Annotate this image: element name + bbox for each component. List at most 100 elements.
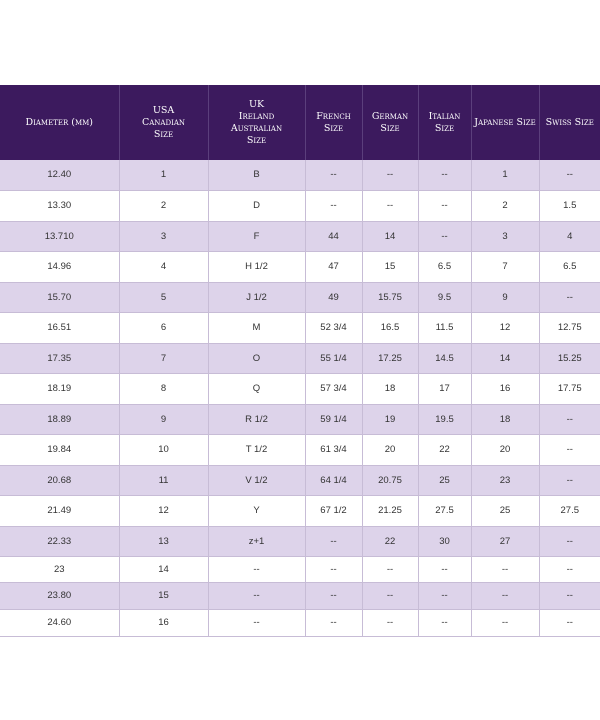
cell-swiss: -- (539, 282, 600, 313)
cell-japanese: 18 (471, 404, 540, 435)
size-table: Diameter (mm) USA Canadian Size UK Ireland A… (0, 85, 600, 637)
cell-french: 61 3/4 (305, 434, 363, 466)
cell-german: 22 (362, 526, 419, 557)
cell-german: -- (362, 160, 419, 191)
cell-japanese: 12 (471, 312, 540, 344)
header-french: French Size (305, 85, 363, 160)
cell-diameter: 20.68 (0, 465, 120, 496)
cell-french: -- (305, 556, 363, 583)
table-row: 20.68 11 V 1/2 64 1/4 20.75 25 23 -- (0, 465, 600, 496)
cell-german: 17.25 (362, 343, 419, 374)
cell-swiss: 1.5 (539, 190, 600, 222)
cell-diameter: 18.19 (0, 373, 120, 405)
cell-japanese: -- (471, 582, 540, 610)
cell-japanese: 3 (471, 221, 540, 252)
cell-german: -- (362, 556, 419, 583)
cell-usa-canadian: 12 (119, 495, 209, 527)
cell-swiss: 12.75 (539, 312, 600, 344)
header-swiss: Swiss Size (539, 85, 600, 160)
cell-diameter: 23.80 (0, 582, 120, 610)
cell-swiss: -- (539, 465, 600, 496)
cell-uk-ireland-australian: z+1 (208, 526, 306, 557)
header-german: German Size (362, 85, 419, 160)
cell-usa-canadian: 13 (119, 526, 209, 557)
cell-japanese: -- (471, 609, 540, 637)
cell-swiss: -- (539, 404, 600, 435)
cell-french: 52 3/4 (305, 312, 363, 344)
cell-uk-ireland-australian: J 1/2 (208, 282, 306, 313)
cell-usa-canadian: 2 (119, 190, 209, 222)
cell-swiss: 27.5 (539, 495, 600, 527)
cell-swiss: 6.5 (539, 251, 600, 283)
cell-uk-ireland-australian: -- (208, 609, 306, 637)
cell-diameter: 19.84 (0, 434, 120, 466)
cell-diameter: 16.51 (0, 312, 120, 344)
cell-german: 19 (362, 404, 419, 435)
cell-swiss: -- (539, 160, 600, 191)
header-row: Diameter (mm) USA Canadian Size UK Ireland A… (0, 85, 600, 160)
cell-diameter: 17.35 (0, 343, 120, 374)
cell-german: 14 (362, 221, 419, 252)
table-row: 22.33 13 z+1 -- 22 30 27 -- (0, 526, 600, 557)
cell-usa-canadian: 1 (119, 160, 209, 191)
table-row: 13.710 3 F 44 14 -- 3 4 (0, 221, 600, 252)
cell-usa-canadian: 5 (119, 282, 209, 313)
cell-german: -- (362, 582, 419, 610)
header-italian: Italian Size (418, 85, 472, 160)
table-row: 14.96 4 H 1/2 47 15 6.5 7 6.5 (0, 251, 600, 283)
cell-usa-canadian: 3 (119, 221, 209, 252)
cell-french: -- (305, 160, 363, 191)
table-row: 16.51 6 M 52 3/4 16.5 11.5 12 12.75 (0, 312, 600, 344)
cell-uk-ireland-australian: B (208, 160, 306, 191)
cell-german: 20 (362, 434, 419, 466)
cell-german: 21.25 (362, 495, 419, 527)
cell-german: 18 (362, 373, 419, 405)
cell-usa-canadian: 15 (119, 582, 209, 610)
cell-french: 47 (305, 251, 363, 283)
cell-uk-ireland-australian: F (208, 221, 306, 252)
cell-japanese: 16 (471, 373, 540, 405)
cell-french: 44 (305, 221, 363, 252)
cell-french: 49 (305, 282, 363, 313)
cell-italian: 14.5 (418, 343, 472, 374)
cell-french: 55 1/4 (305, 343, 363, 374)
cell-italian: 19.5 (418, 404, 472, 435)
cell-uk-ireland-australian: D (208, 190, 306, 222)
table-row: 13.30 2 D -- -- -- 2 1.5 (0, 190, 600, 222)
table-row: 18.89 9 R 1/2 59 1/4 19 19.5 18 -- (0, 404, 600, 435)
cell-uk-ireland-australian: M (208, 312, 306, 344)
cell-usa-canadian: 10 (119, 434, 209, 466)
cell-diameter: 18.89 (0, 404, 120, 435)
cell-diameter: 24.60 (0, 609, 120, 637)
cell-usa-canadian: 6 (119, 312, 209, 344)
cell-swiss: -- (539, 556, 600, 583)
cell-uk-ireland-australian: -- (208, 582, 306, 610)
cell-german: -- (362, 609, 419, 637)
cell-italian: 25 (418, 465, 472, 496)
cell-italian: -- (418, 221, 472, 252)
cell-uk-ireland-australian: Q (208, 373, 306, 405)
cell-diameter: 13.710 (0, 221, 120, 252)
cell-italian: 11.5 (418, 312, 472, 344)
cell-uk-ireland-australian: T 1/2 (208, 434, 306, 466)
cell-german: 16.5 (362, 312, 419, 344)
cell-uk-ireland-australian: H 1/2 (208, 251, 306, 283)
table-row: 18.19 8 Q 57 3/4 18 17 16 17.75 (0, 373, 600, 405)
cell-uk-ireland-australian: R 1/2 (208, 404, 306, 435)
cell-german: -- (362, 190, 419, 222)
cell-japanese: 23 (471, 465, 540, 496)
header-diameter: Diameter (mm) (0, 85, 120, 160)
cell-italian: 9.5 (418, 282, 472, 313)
ring-size-chart: Diameter (mm) USA Canadian Size UK Ireland A… (0, 85, 600, 637)
cell-swiss: -- (539, 434, 600, 466)
cell-uk-ireland-australian: V 1/2 (208, 465, 306, 496)
cell-swiss: -- (539, 582, 600, 610)
cell-diameter: 12.40 (0, 160, 120, 191)
cell-italian: -- (418, 609, 472, 637)
table-row: 23 14 -- -- -- -- -- -- (0, 556, 600, 583)
cell-german: 15.75 (362, 282, 419, 313)
table-row: 23.80 15 -- -- -- -- -- -- (0, 582, 600, 610)
cell-usa-canadian: 8 (119, 373, 209, 405)
cell-diameter: 21.49 (0, 495, 120, 527)
cell-italian: -- (418, 556, 472, 583)
